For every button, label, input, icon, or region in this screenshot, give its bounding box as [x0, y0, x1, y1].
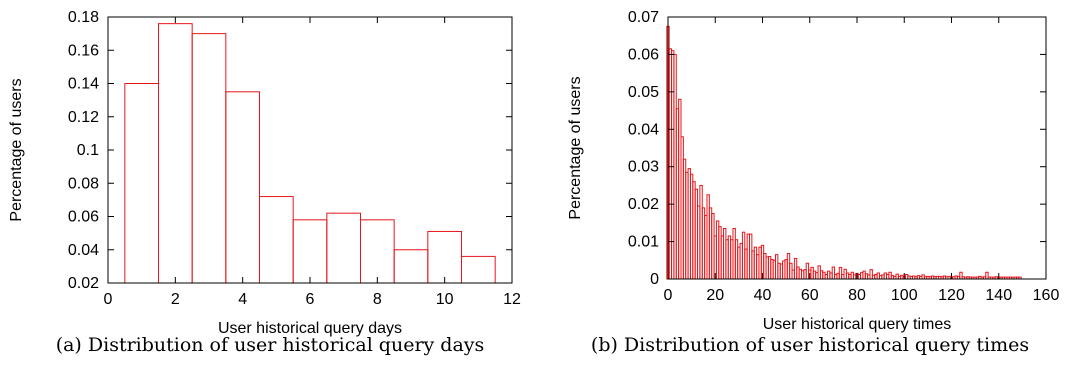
bar [191, 33, 227, 284]
bar [393, 249, 429, 284]
histogram-query-times: 0 20 40 60 80 100 120 140 160 0 0.01 0.02 0.03 0.04 0.… [567, 9, 1060, 333]
bar [461, 255, 496, 284]
histogram-query-days: 0 2 4 6 8 10 12 0.02 0.04 0.06 0.08 0.1 0.12 0.14 0.16… [8, 9, 521, 337]
x-tick-label: 120 [938, 287, 965, 304]
chart-panel-a: 0 2 4 6 8 10 12 0.02 0.04 0.06 0.08 0.1 0.12 0.14 0.16… [0, 0, 540, 368]
bar [326, 212, 362, 284]
y-tick-label: 0.14 [68, 76, 99, 93]
y-axis-title: Percentage of users [8, 78, 25, 221]
y-tick-label: 0.06 [628, 46, 659, 63]
caption-b: (b) Distribution of user historical quer… [590, 334, 1030, 356]
y-axis-title: Percentage of users [567, 76, 584, 219]
y-tick-label: 0.02 [628, 196, 659, 213]
x-tick-label: 0 [104, 291, 113, 308]
x-axis-title: User historical query times [763, 316, 952, 333]
plot-frame [107, 16, 513, 284]
x-tick-label: 60 [801, 287, 819, 304]
x-tick-label: 2 [171, 291, 180, 308]
y-tick-label: 0.01 [628, 234, 659, 251]
y-tick-label: 0.05 [628, 84, 659, 101]
y-tick-label: 0.03 [628, 159, 659, 176]
bars-group [124, 23, 496, 284]
x-tick-label: 140 [985, 287, 1012, 304]
x-tick-label: 6 [306, 291, 315, 308]
y-tick-label: 0.02 [68, 275, 99, 292]
y-tick-label: 0.06 [68, 209, 99, 226]
x-tick-label: 8 [373, 291, 382, 308]
bar [225, 91, 260, 284]
x-tick-label: 100 [891, 287, 918, 304]
chart-panel-b: 0 20 40 60 80 100 120 140 160 0 0.01 0.02 0.03 0.04 0.… [540, 0, 1080, 368]
y-tick-label: 0 [650, 271, 659, 288]
bar [360, 219, 395, 284]
bar [427, 230, 463, 284]
bar [259, 196, 294, 284]
y-tick-label: 0.18 [68, 9, 99, 26]
caption-a: (a) Distribution of user historical quer… [55, 334, 485, 356]
x-tick-label: 4 [238, 291, 247, 308]
y-tick-label: 0.04 [68, 242, 99, 259]
y-tick-label: 0.12 [68, 109, 99, 126]
x-tick-label: 20 [706, 287, 724, 304]
x-tick-label: 160 [1033, 287, 1060, 304]
y-tick-label: 0.07 [628, 9, 659, 26]
x-tick-label: 80 [848, 287, 866, 304]
x-tick-label: 40 [754, 287, 772, 304]
y-tick-label: 0.1 [77, 142, 99, 159]
plot-frame [667, 16, 1047, 280]
bar [158, 23, 193, 284]
x-axis-title: User historical query days [218, 320, 402, 337]
x-tick-label: 10 [436, 291, 454, 308]
x-tick-label: 12 [503, 291, 521, 308]
y-tick-label: 0.16 [68, 42, 99, 59]
x-tick-label: 0 [664, 287, 673, 304]
y-tick-label: 0.08 [68, 175, 99, 192]
bar [292, 219, 328, 284]
y-tick-label: 0.04 [628, 121, 659, 138]
bars-group [666, 25, 1022, 280]
bar [124, 83, 160, 284]
